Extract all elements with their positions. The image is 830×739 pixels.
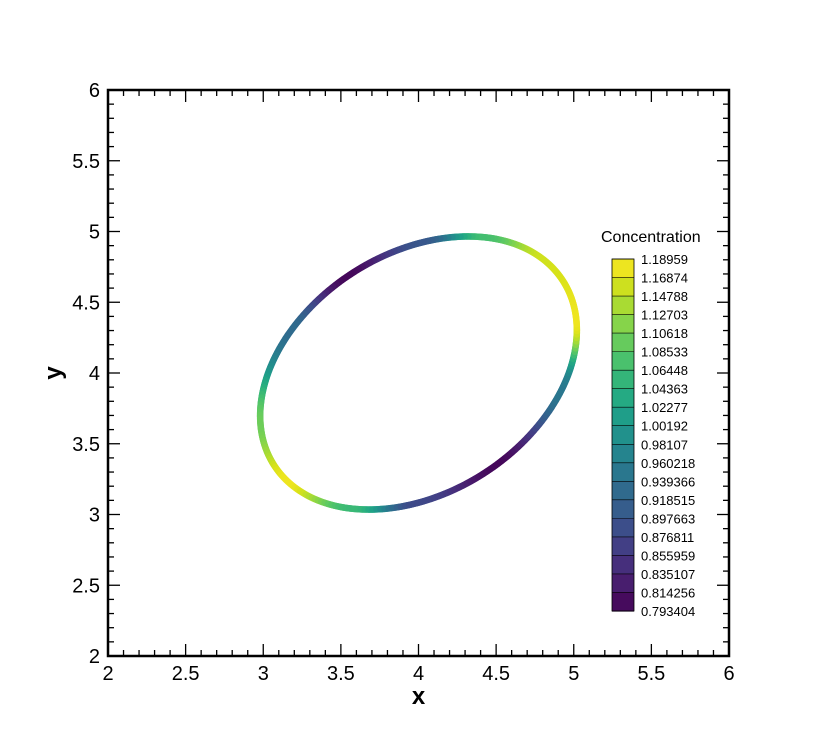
y-tick-label: 3 [89, 505, 100, 527]
ring-segment [549, 264, 560, 275]
colorbar-label: 1.10618 [641, 326, 688, 341]
x-tick-label: 2.5 [172, 663, 200, 685]
x-tick-label: 5 [568, 663, 579, 685]
colorbar-band [612, 518, 634, 538]
colorbar-band [612, 296, 634, 316]
y-tick-label: 4 [89, 363, 100, 385]
colorbar-band [612, 407, 634, 427]
x-tick-label: 5.5 [637, 663, 665, 685]
colorbar-label: 1.08533 [641, 345, 688, 360]
colorbar-label: 0.939366 [641, 474, 695, 489]
colorbar-band [612, 555, 634, 575]
axis-ticks [107, 89, 730, 657]
colorbar-band [612, 388, 634, 408]
colorbar-label: 1.04363 [641, 382, 688, 397]
plot-frame [106, 88, 731, 658]
x-tick-label: 4 [413, 663, 424, 685]
colorbar-band [612, 351, 634, 371]
y-tick-label: 3.5 [72, 434, 100, 456]
colorbar-label: 0.835107 [641, 567, 695, 582]
x-tick-label: 3 [258, 663, 269, 685]
colorbar-label: 1.16874 [641, 271, 688, 286]
colorbar-band [612, 277, 634, 297]
colorbar-label: 0.98107 [641, 437, 688, 452]
y-tick-labels: 2 2.5 3 3.5 4 4.5 5 5.5 6 [72, 80, 100, 668]
x-tick-label: 3.5 [327, 663, 355, 685]
colorbar-band [612, 592, 634, 612]
x-tick-labels: 2 2.5 3 3.5 4 4.5 5 5.5 6 [102, 663, 734, 685]
colorbar-label: 0.876811 [641, 530, 694, 545]
colorbar-label: 1.12703 [641, 308, 688, 323]
colorbar-label: 0.897663 [641, 511, 695, 526]
colorbar-band [612, 333, 634, 353]
y-tick-label: 5 [89, 222, 100, 244]
colorbar-label: 1.06448 [641, 363, 688, 378]
x-axis-title: x [412, 683, 426, 710]
colorbar-band [612, 314, 634, 334]
colorbar-band [612, 499, 634, 519]
colorbar-band [612, 481, 634, 501]
x-tick-label: 4.5 [482, 663, 510, 685]
colorbar-label: 0.793404 [641, 604, 695, 619]
colorbar-label: 1.18959 [641, 252, 688, 267]
colorbar-legend: 1.18959 1.16874 1.14788 1.12703 1.10618 1.085… [611, 252, 695, 619]
colorbar-band [612, 425, 634, 445]
colorbar-band [612, 444, 634, 464]
y-tick-label: 2.5 [72, 575, 100, 597]
colorbar-label: 0.814256 [641, 585, 695, 600]
y-axis-title: y [40, 366, 67, 380]
colorbar-label: 1.00192 [641, 419, 688, 434]
legend-title: Concentration [601, 229, 701, 246]
colorbar-label: 1.14788 [641, 289, 688, 304]
x-tick-label: 6 [723, 663, 734, 685]
colorbar-band [612, 259, 634, 279]
colorbar-band [612, 370, 634, 390]
y-tick-label: 5.5 [72, 151, 100, 173]
colorbar-label: 0.960218 [641, 456, 695, 471]
y-tick-label: 4.5 [72, 292, 100, 314]
y-tick-label: 6 [89, 80, 100, 102]
colorbar-band [612, 536, 634, 557]
colorbar-band [612, 462, 634, 482]
colorbar-label: 0.918515 [641, 493, 695, 508]
colorbar-label: 0.855959 [641, 548, 695, 563]
x-tick-label: 2 [102, 663, 113, 685]
colorbar-band [612, 573, 634, 594]
colorbar-label: 1.02277 [641, 400, 688, 415]
y-tick-label: 2 [89, 646, 100, 668]
concentration-ring [256, 233, 581, 513]
